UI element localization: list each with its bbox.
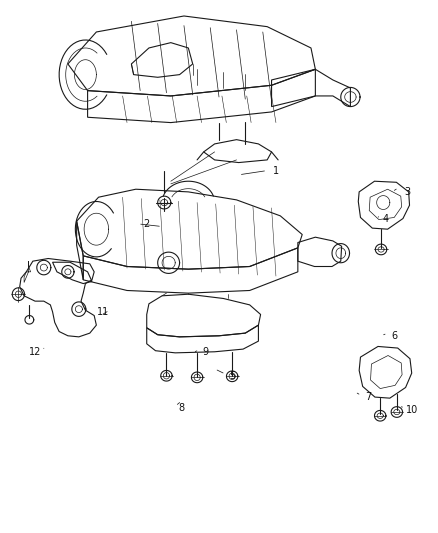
Text: 10: 10 xyxy=(406,406,418,415)
Text: 1: 1 xyxy=(273,166,279,175)
Text: 8: 8 xyxy=(179,403,185,413)
Text: 3: 3 xyxy=(404,187,410,197)
Text: 11: 11 xyxy=(97,307,109,317)
Text: 7: 7 xyxy=(365,392,371,402)
Text: 5: 5 xyxy=(229,371,235,381)
Text: 9: 9 xyxy=(203,347,209,357)
Text: 4: 4 xyxy=(382,214,389,223)
Text: 12: 12 xyxy=(29,347,41,357)
Text: 2: 2 xyxy=(144,219,150,229)
Text: 6: 6 xyxy=(391,331,397,341)
